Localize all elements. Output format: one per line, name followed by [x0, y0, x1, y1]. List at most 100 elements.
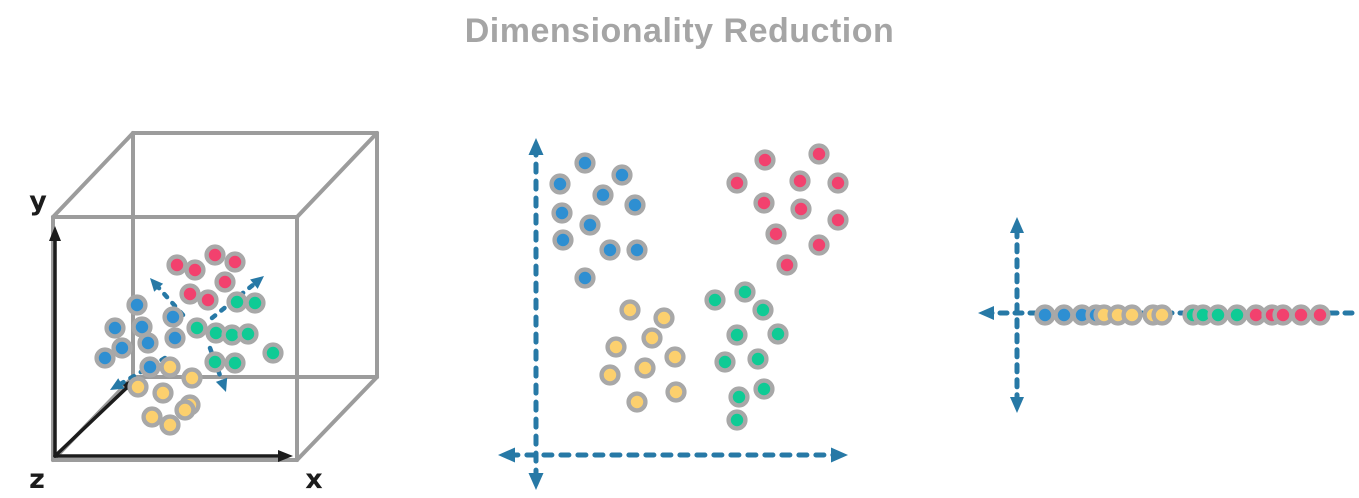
scatter-point [139, 356, 161, 378]
scatter-point [753, 192, 775, 214]
scatter-point [127, 376, 149, 398]
scatter-point [574, 152, 596, 174]
scatter-point [166, 254, 188, 276]
z-axis-shaft [53, 383, 132, 458]
scatter-point [1121, 304, 1143, 326]
scatter-point [626, 391, 648, 413]
scatter-point [262, 342, 284, 364]
scatter-point [789, 170, 811, 192]
x-axis-label: x [305, 464, 322, 495]
scatter-point [164, 327, 186, 349]
scatter-point [244, 292, 266, 314]
scatter-point [1207, 304, 1229, 326]
scatter-point [753, 378, 775, 400]
z-axis-label: z [29, 464, 45, 495]
scatter-point [599, 364, 621, 386]
scatter-point [549, 173, 571, 195]
y-axis-label: y [29, 186, 47, 217]
plane-scatter-points [549, 143, 849, 431]
scatter-point [152, 382, 174, 404]
scatter-point [664, 346, 686, 368]
scatter-point [776, 254, 798, 276]
scatter-point [653, 307, 675, 329]
scatter-point [754, 149, 776, 171]
projection-arrow-head [250, 276, 264, 289]
plane-axes [498, 138, 848, 490]
scatter-point [574, 267, 596, 289]
scatter-point [159, 414, 181, 436]
scatter-point [141, 406, 163, 428]
scatter-point [827, 172, 849, 194]
scatter-point [726, 324, 748, 346]
scatter-point [704, 289, 726, 311]
scatter-point [641, 327, 663, 349]
scatter-point [747, 348, 769, 370]
scatter-point [626, 239, 648, 261]
projection-arrow-head [110, 378, 125, 390]
scatter-point [665, 381, 687, 403]
scatter-point [605, 336, 627, 358]
scatter-point [624, 194, 646, 216]
scatter-point [790, 198, 812, 220]
cube-edge [295, 131, 379, 219]
cube-wireframe [51, 131, 379, 462]
projection-arrow-head [150, 278, 164, 292]
cube-scatter-points [94, 244, 284, 436]
scatter-point [611, 164, 633, 186]
scatter-point [728, 386, 750, 408]
scatter-point [827, 209, 849, 231]
scatter-point [174, 399, 196, 421]
line-y-axis-head [1010, 217, 1024, 233]
scatter-point [224, 251, 246, 273]
line-y-axis-head [1010, 397, 1024, 413]
scatter-point [619, 299, 641, 321]
plane-y-axis-head [528, 473, 544, 490]
scatter-point [726, 409, 748, 431]
scatter-point [634, 357, 656, 379]
scatter-point [1053, 304, 1075, 326]
plane-x-axis-head [831, 447, 848, 463]
scatter-point [734, 281, 756, 303]
scatter-point [1226, 304, 1248, 326]
scatter-point [552, 229, 574, 251]
scatter-point [186, 317, 208, 339]
scatter-point [179, 283, 201, 305]
scatter-point [592, 184, 614, 206]
scatter-point [126, 294, 148, 316]
scatter-point [551, 202, 573, 224]
scatter-point [1290, 304, 1312, 326]
cube-edge [51, 131, 135, 219]
scatter-point [111, 337, 133, 359]
scatter-point [204, 351, 226, 373]
scatter-point [137, 332, 159, 354]
figure-title: Dimensionality Reduction [464, 12, 895, 50]
scatter-point [159, 356, 181, 378]
scatter-point [197, 289, 219, 311]
scatter-point [808, 234, 830, 256]
scatter-point [224, 352, 246, 374]
plane-x-axis-head [498, 447, 515, 463]
scatter-point [181, 367, 203, 389]
scatter-point [1151, 304, 1173, 326]
scatter-point [752, 299, 774, 321]
scatter-point [808, 143, 830, 165]
plane-y-axis-head [528, 138, 544, 155]
scatter-point [767, 323, 789, 345]
scatter-point [94, 347, 116, 369]
scatter-point [714, 351, 736, 373]
scatter-point [162, 306, 184, 328]
y-axis-head [49, 226, 61, 241]
scatter-point [599, 239, 621, 261]
projection-arrow-head [215, 377, 228, 392]
scatter-point [204, 244, 226, 266]
cube-edge [295, 375, 379, 462]
scatter-point [1272, 304, 1294, 326]
scatter-point [579, 214, 601, 236]
scatter-point [104, 317, 126, 339]
scatter-point [1309, 304, 1331, 326]
x-axis-head [278, 450, 293, 462]
scatter-point [237, 323, 259, 345]
scatter-point [765, 223, 787, 245]
